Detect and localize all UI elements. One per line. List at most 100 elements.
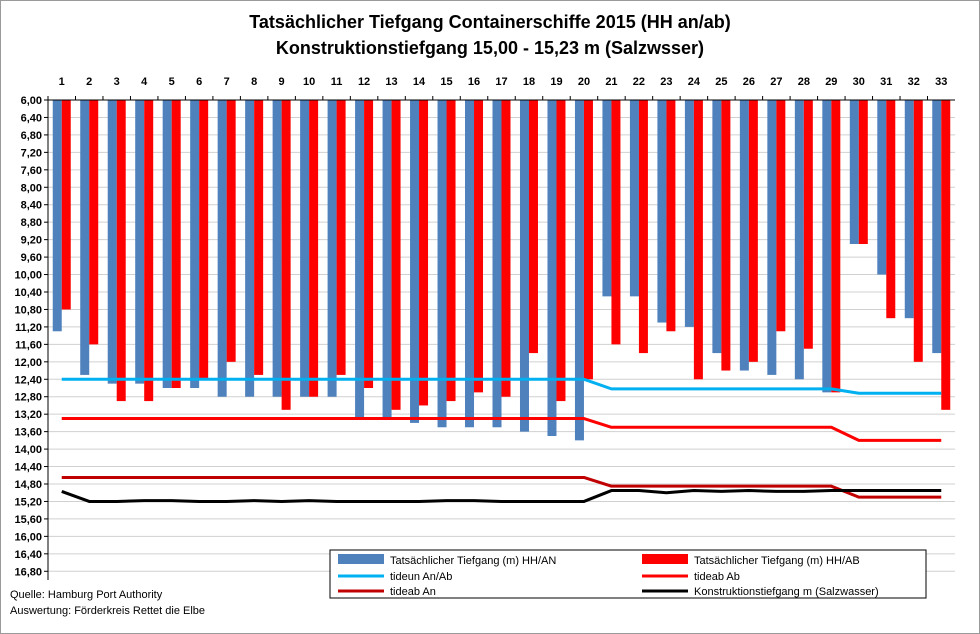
bar-an [602,100,612,297]
x-category-label: 16 [468,76,480,88]
bar-ab [226,100,236,362]
bar-ab [61,100,71,310]
y-tick-label: 8,40 [21,200,42,212]
bar-an [877,100,887,275]
y-tick-label: 8,00 [21,182,42,194]
y-tick-label: 11,60 [15,339,42,351]
bar-ab [748,100,758,362]
y-tick-label: 13,60 [14,427,42,439]
bar-ab [254,100,264,375]
source-line: Quelle: Hamburg Port Authority [10,589,163,601]
legend-box [329,549,927,599]
bar-ab [281,100,291,410]
y-tick-label: 7,20 [21,147,42,159]
x-category-label: 2 [86,76,92,88]
line-series-0 [61,377,942,395]
bar-ab [199,100,209,380]
bar-an [574,100,584,441]
bar-an [80,100,90,375]
bar-an [382,100,392,419]
axes [47,99,955,580]
bar-an [794,100,804,380]
bar-an [107,100,117,384]
bar-an [190,100,200,388]
line-series-3 [61,489,942,503]
x-category-label: 1 [59,76,65,88]
bar-an [519,100,529,432]
y-tick-label: 12,40 [14,374,42,386]
bar-an [437,100,447,428]
legend-label: tideun An/Ab [390,571,452,583]
x-category-label: 12 [358,76,370,88]
bar-ab [583,100,593,380]
bar-an [684,100,694,327]
y-tick-label: 9,60 [21,252,42,264]
bar-ab [364,100,374,388]
x-category-label: 26 [743,76,755,88]
x-axis-categories: 1 2 3 4 5 6 7 8 9 10 11 12 13 14 15 16 17 18 19 20 21 22 23 24 2… [47,76,947,100]
bar-an [272,100,282,397]
bar-an [355,100,365,419]
x-category-label: 11 [331,76,343,88]
bar-ab [941,100,951,410]
x-category-label: 27 [770,76,782,88]
bar-an [849,100,859,244]
bar-an [52,100,62,332]
bar-ab [638,100,648,354]
y-tick-label: 6,00 [21,95,42,107]
bar-ab [776,100,786,332]
y-tick-label: 15,60 [14,514,42,526]
bar-ab [913,100,923,362]
bar-ab [116,100,126,402]
x-category-label: 19 [550,76,562,88]
x-category-label: 13 [385,76,397,88]
bar-ab [556,100,566,402]
chart-subtitle: Konstruktionstiefgang 15,00 - 15,23 m (S… [275,38,705,58]
x-category-label: 32 [908,76,920,88]
bar-ab [336,100,346,375]
x-category-label: 22 [633,76,645,88]
x-category-label: 23 [660,76,672,88]
y-tick-label: 14,00 [14,444,42,456]
x-category-label: 4 [141,76,148,88]
bar-ab [144,100,154,402]
y-tick-label: 7,60 [21,165,42,177]
x-category-label: 29 [825,76,837,88]
bar-ab [528,100,538,354]
bar-ab [309,100,319,397]
x-category-label: 30 [853,76,865,88]
y-tick-label: 6,80 [21,130,42,142]
x-category-label: 10 [303,76,315,88]
x-category-label: 9 [279,76,285,88]
line-series-1 [61,417,942,442]
x-category-label: 31 [880,76,892,88]
bar-an [629,100,639,297]
bar-ab [803,100,813,349]
legend-label: tideab An [390,586,436,598]
y-tick-label: 16,00 [14,531,42,543]
y-tick-label: 16,80 [14,566,42,578]
bar-an [410,100,420,423]
bar-an [739,100,749,371]
bar-an [245,100,255,397]
legend-label: tideab Ab [694,571,740,583]
x-category-label: 24 [688,76,701,88]
legend-swatch [338,554,384,564]
y-tick-label: 12,80 [14,392,42,404]
analysis-line: Auswertung: Förderkreis Rettet die Elbe [10,605,206,617]
bar-an [822,100,832,393]
x-category-label: 14 [413,76,426,88]
bar-an [767,100,777,375]
y-tick-label: 15,20 [14,496,42,508]
chart-title: Tatsächlicher Tiefgang Containerschiffe … [249,12,731,32]
y-tick-label: 10,00 [14,270,42,282]
y-tick-label: 16,40 [14,549,42,561]
bar-ab [474,100,484,393]
bar-ab [391,100,401,410]
legend: Tatsächlicher Tiefgang (m) HH/AN Tatsächl… [329,549,927,599]
bar-ab [693,100,703,380]
x-category-label: 20 [578,76,590,88]
x-category-label: 33 [935,76,947,88]
bar-ab [886,100,896,319]
